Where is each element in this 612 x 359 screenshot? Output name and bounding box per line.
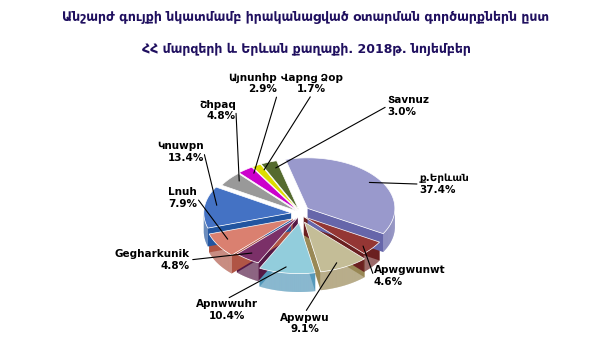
Text: Կnuwpn
13.4%: Կnuwpn 13.4%: [157, 141, 204, 163]
Text: ՀՀ մարզերի և Երևան քաղաքի. 2018թ. նոյեմբեր: ՀՀ մարզերի և Երևան քաղաքի. 2018թ. նոյեմբ…: [141, 43, 471, 56]
Polygon shape: [222, 173, 297, 211]
Text: Lnuh
7.9%: Lnuh 7.9%: [168, 187, 197, 209]
Polygon shape: [204, 187, 291, 228]
Polygon shape: [209, 219, 293, 255]
Text: Վapnց Ձop
1.7%: Վapnց Ձop 1.7%: [281, 73, 343, 94]
Polygon shape: [259, 223, 299, 286]
Polygon shape: [261, 161, 299, 210]
Text: Անշարժ գույքի նկատմամբ իրականացված օտարման գործարքներն ըստ: Անշարժ գույքի նկատմամբ իրականացված օտարմ…: [62, 11, 550, 24]
Polygon shape: [304, 217, 379, 253]
Polygon shape: [304, 222, 321, 290]
Polygon shape: [304, 222, 365, 277]
Polygon shape: [285, 158, 395, 234]
Polygon shape: [304, 217, 364, 272]
Text: Apwgwunwt
4.6%: Apwgwunwt 4.6%: [374, 265, 446, 287]
Polygon shape: [252, 164, 298, 210]
Polygon shape: [259, 223, 315, 274]
Text: Apnwwuhr
10.4%: Apnwwuhr 10.4%: [196, 299, 258, 321]
Polygon shape: [209, 219, 293, 252]
Text: Apwpwu
9.1%: Apwpwu 9.1%: [280, 313, 330, 334]
Text: Շhpaq
4.8%: Շhpaq 4.8%: [199, 100, 236, 121]
Polygon shape: [237, 218, 297, 272]
Polygon shape: [304, 217, 379, 261]
Polygon shape: [308, 208, 383, 252]
Polygon shape: [299, 223, 315, 291]
Polygon shape: [237, 218, 297, 263]
Text: Տavnuz
3.0%: Տavnuz 3.0%: [387, 95, 430, 117]
Polygon shape: [232, 219, 293, 274]
Polygon shape: [239, 167, 297, 210]
Text: ք.Երևան
37.4%: ք.Երևան 37.4%: [420, 173, 469, 195]
Polygon shape: [208, 213, 291, 247]
Text: Gegharkunik
4.8%: Gegharkunik 4.8%: [115, 249, 190, 271]
Text: Այnunhp
2.9%: Այnunhp 2.9%: [228, 73, 277, 94]
Polygon shape: [258, 218, 297, 281]
Polygon shape: [304, 222, 365, 272]
